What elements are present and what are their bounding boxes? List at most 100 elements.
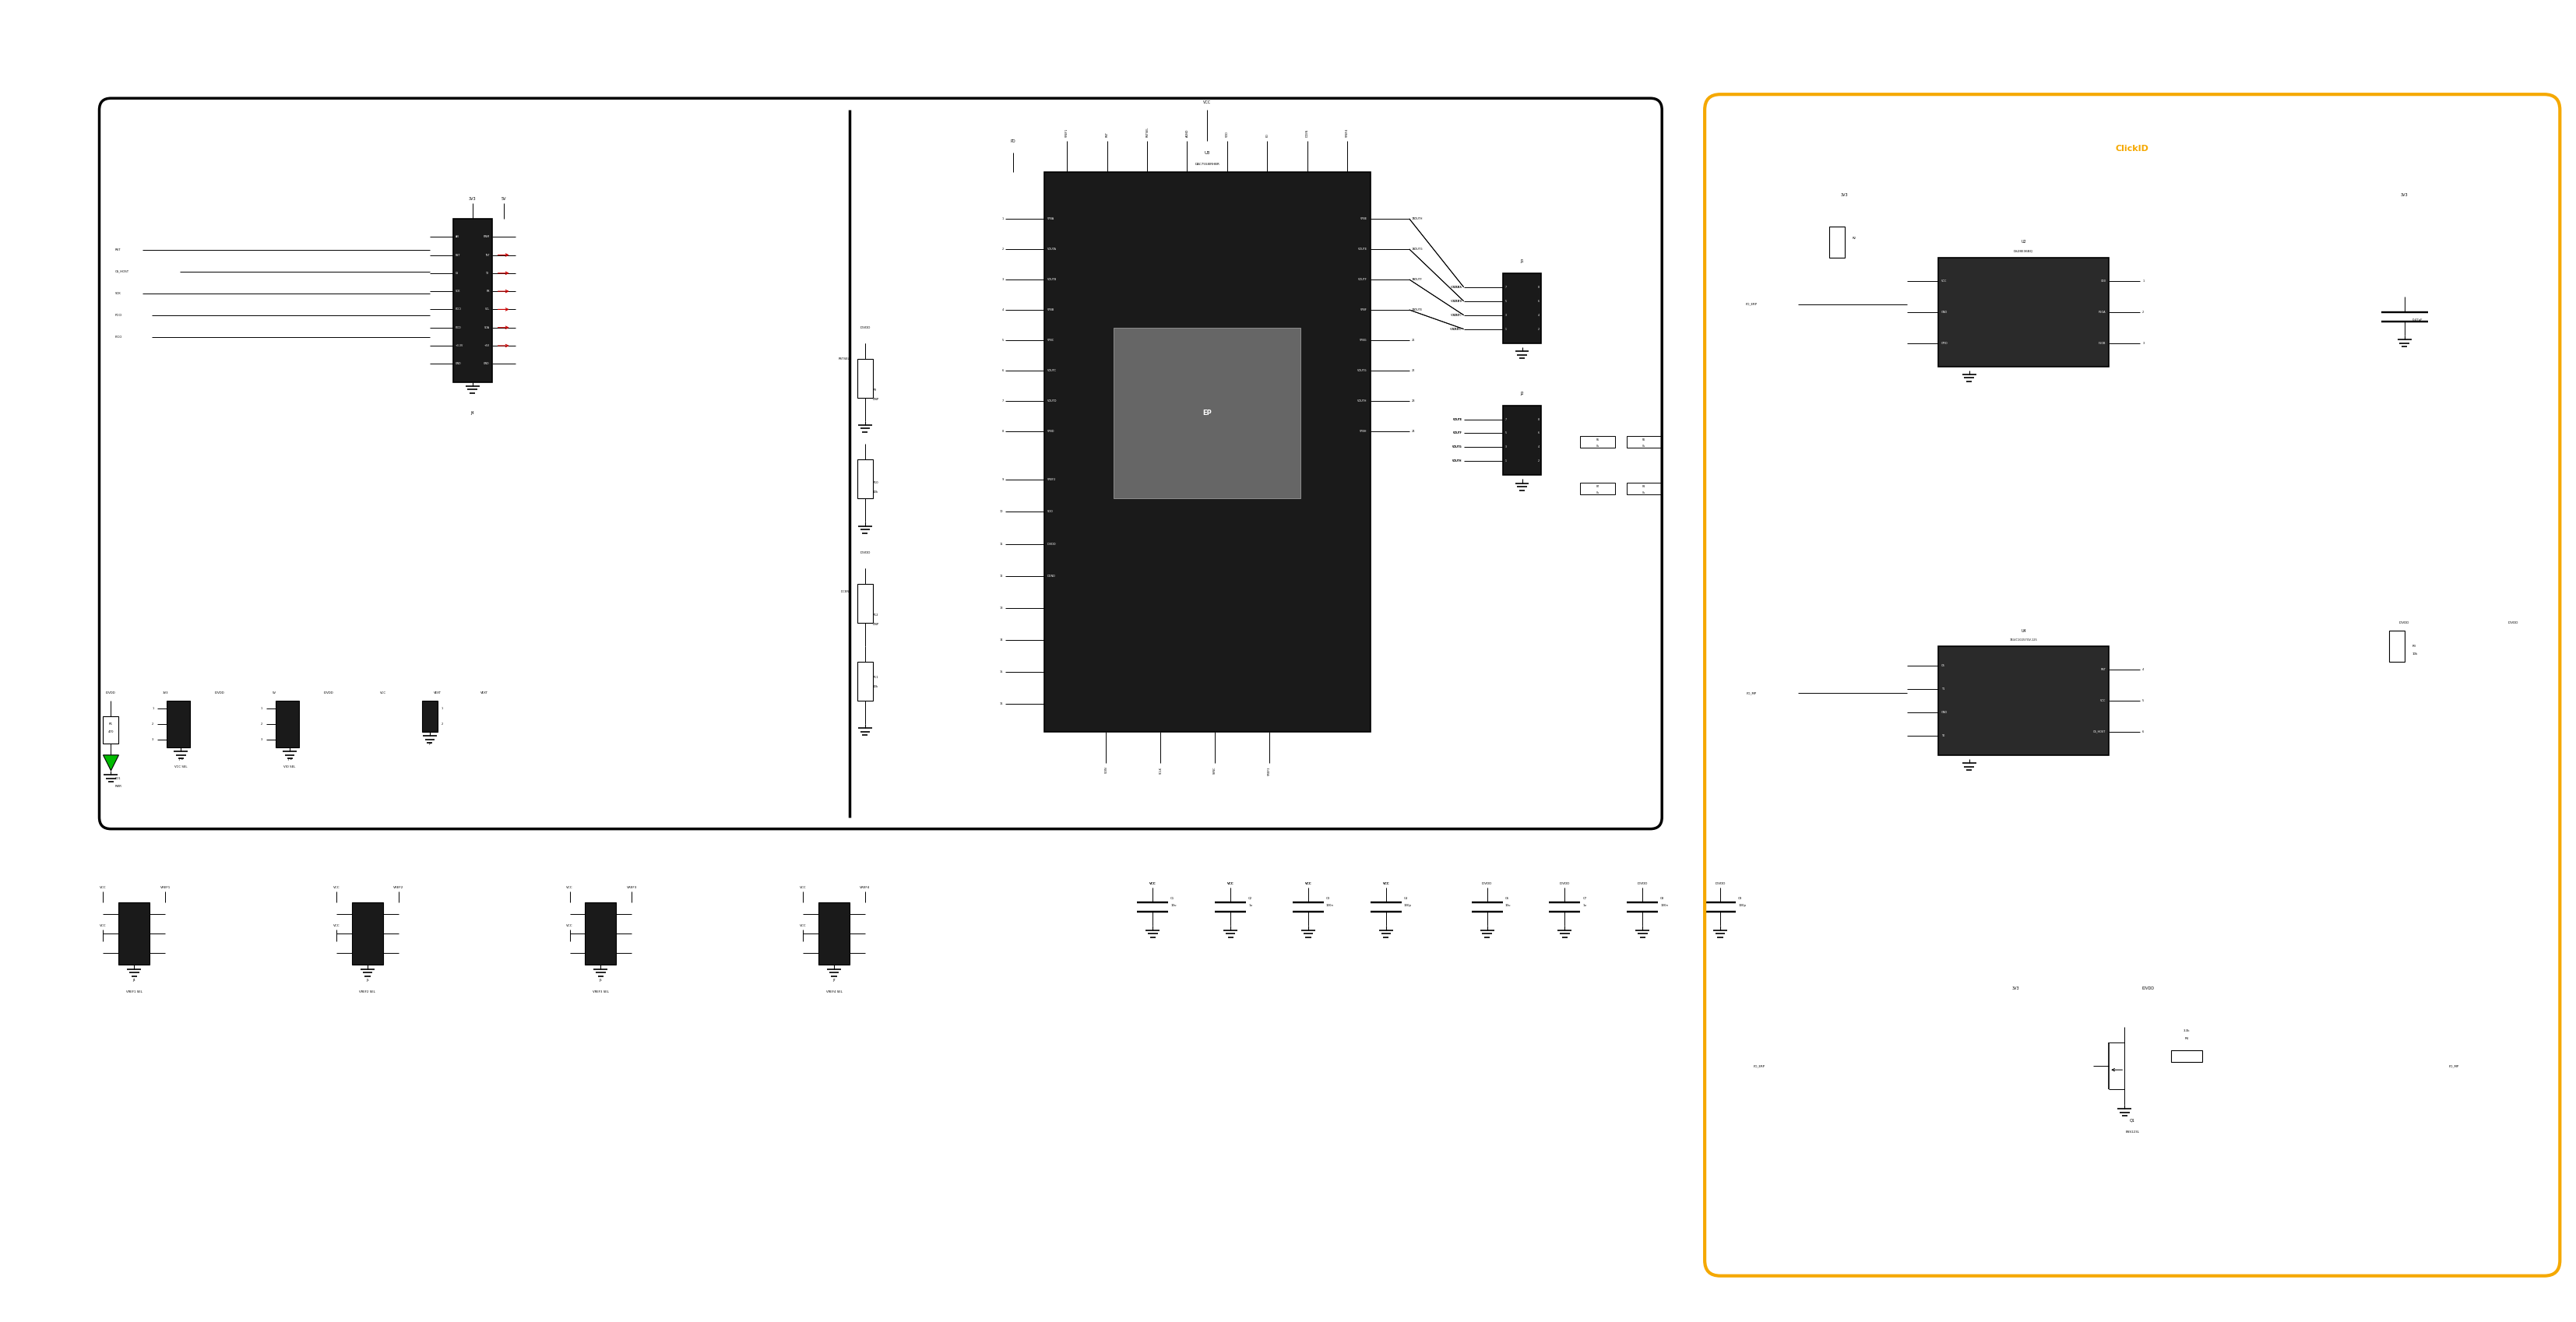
Text: VDD: VDD: [1226, 131, 1229, 137]
Text: R8: R8: [1643, 485, 1646, 488]
Text: I/O_ERP: I/O_ERP: [1747, 303, 1757, 305]
Text: VEXT: VEXT: [479, 691, 487, 694]
Text: VOUTD: VOUTD: [1453, 328, 1463, 330]
Text: RSTSEL: RSTSEL: [837, 357, 850, 360]
Text: 24: 24: [1412, 430, 1414, 432]
Text: VOUTG: VOUTG: [1453, 446, 1463, 448]
Bar: [1937, 646, 2110, 755]
Text: VOUTC: VOUTC: [1453, 313, 1463, 317]
Text: 100p: 100p: [1739, 904, 1747, 907]
Text: CS_HOST: CS_HOST: [2094, 730, 2105, 734]
Text: AN: AN: [456, 235, 459, 238]
Text: VEXT: VEXT: [433, 691, 440, 694]
Text: +3.3V: +3.3V: [456, 344, 464, 348]
Text: 100n: 100n: [1662, 904, 1669, 907]
Text: BSS123L: BSS123L: [2125, 1130, 2138, 1133]
Text: 10k: 10k: [2411, 653, 2419, 656]
Bar: [858, 358, 873, 398]
Text: 3V3: 3V3: [1842, 193, 1850, 197]
Text: 0.47μF: 0.47μF: [2411, 319, 2421, 321]
Bar: [1502, 406, 1540, 475]
Text: 13: 13: [999, 607, 1005, 609]
Text: IOVDD: IOVDD: [2398, 621, 2409, 624]
Text: VOUTH: VOUTH: [1358, 399, 1368, 403]
Text: JP2: JP2: [289, 758, 291, 760]
Text: R6: R6: [1643, 439, 1646, 442]
Text: C8: C8: [1662, 898, 1664, 900]
Text: EP: EP: [1203, 410, 1211, 416]
Text: JP1: JP1: [178, 758, 183, 760]
Text: C7: C7: [1582, 898, 1587, 900]
Text: J3: J3: [428, 742, 430, 746]
Bar: [2388, 631, 2403, 662]
Text: 74LVC1G157GV,125: 74LVC1G157GV,125: [2009, 639, 2038, 641]
Text: VOUTG: VOUTG: [1358, 369, 1368, 373]
Text: VFBA: VFBA: [1046, 217, 1054, 221]
Text: RST: RST: [2099, 668, 2105, 672]
Text: VREF3: VREF3: [1267, 767, 1270, 776]
Text: VCC: VCC: [332, 886, 340, 888]
Text: VOUTD: VOUTD: [1046, 399, 1056, 403]
Text: VCC: VCC: [1383, 882, 1388, 884]
Bar: [276, 701, 299, 747]
Text: SCK: SCK: [116, 292, 121, 295]
Bar: [118, 903, 149, 965]
Text: INT: INT: [484, 254, 489, 256]
Text: PWR: PWR: [116, 784, 121, 788]
Text: RST: RST: [116, 249, 121, 251]
Text: VCC: VCC: [332, 924, 340, 928]
Text: R1: R1: [108, 722, 113, 726]
Text: 3V3: 3V3: [2012, 986, 2020, 990]
Text: DS28E36BQ: DS28E36BQ: [2014, 250, 2032, 253]
Bar: [858, 584, 873, 623]
Text: 23: 23: [1412, 399, 1414, 403]
Text: VREF1: VREF1: [1066, 128, 1069, 137]
Text: VCC: VCC: [2099, 699, 2105, 702]
Text: J4: J4: [471, 411, 474, 415]
Bar: [2172, 1051, 2202, 1062]
Text: SYNC: SYNC: [1213, 767, 1216, 775]
Text: J1: J1: [1520, 259, 1525, 263]
Text: J7: J7: [832, 978, 835, 982]
Text: 16: 16: [999, 702, 1005, 706]
Text: SCLK: SCLK: [1159, 767, 1162, 773]
Text: 0u: 0u: [1595, 492, 1600, 494]
Text: VFBG: VFBG: [1360, 338, 1368, 342]
Bar: [1829, 226, 1844, 258]
Bar: [353, 903, 384, 965]
Text: VOUTC: VOUTC: [1450, 313, 1461, 317]
Text: 20: 20: [1412, 308, 1414, 312]
Text: VIO SEL: VIO SEL: [283, 765, 296, 768]
Bar: [1579, 483, 1615, 494]
Text: RST: RST: [456, 254, 461, 256]
Text: VOUTC: VOUTC: [1046, 369, 1056, 373]
Text: SDIN: SDIN: [1105, 767, 1108, 773]
Text: IOVDD: IOVDD: [1481, 882, 1492, 884]
Bar: [819, 903, 850, 965]
Text: VREF3 SEL: VREF3 SEL: [592, 990, 608, 994]
Text: TX: TX: [487, 271, 489, 275]
Text: 17: 17: [1412, 217, 1414, 221]
Text: CS: CS: [456, 271, 459, 275]
Text: VCC: VCC: [799, 886, 806, 888]
Text: VOUTF: VOUTF: [1358, 278, 1368, 282]
Text: R2: R2: [1852, 237, 1857, 239]
Text: 1u: 1u: [1582, 904, 1587, 907]
Text: R4: R4: [2184, 1038, 2190, 1040]
Text: 0u: 0u: [1643, 492, 1646, 494]
Text: VOUTH: VOUTH: [1453, 460, 1463, 463]
Text: VFBE: VFBE: [1360, 217, 1368, 221]
Text: VOUTE: VOUTE: [1453, 418, 1463, 420]
Text: PWM: PWM: [484, 235, 489, 238]
Text: CS: CS: [1942, 664, 1945, 668]
Bar: [1579, 436, 1615, 448]
Text: VFBC: VFBC: [1046, 338, 1054, 342]
Bar: [1628, 436, 1662, 448]
Text: VCC: VCC: [100, 924, 106, 928]
Text: VREF2 SEL: VREF2 SEL: [361, 990, 376, 994]
Text: 15: 15: [999, 670, 1005, 673]
Text: DAC7558IRHBR: DAC7558IRHBR: [1195, 163, 1218, 165]
Text: VCC: VCC: [567, 886, 572, 888]
Text: R11: R11: [873, 676, 878, 680]
Text: 5V: 5V: [273, 691, 276, 694]
